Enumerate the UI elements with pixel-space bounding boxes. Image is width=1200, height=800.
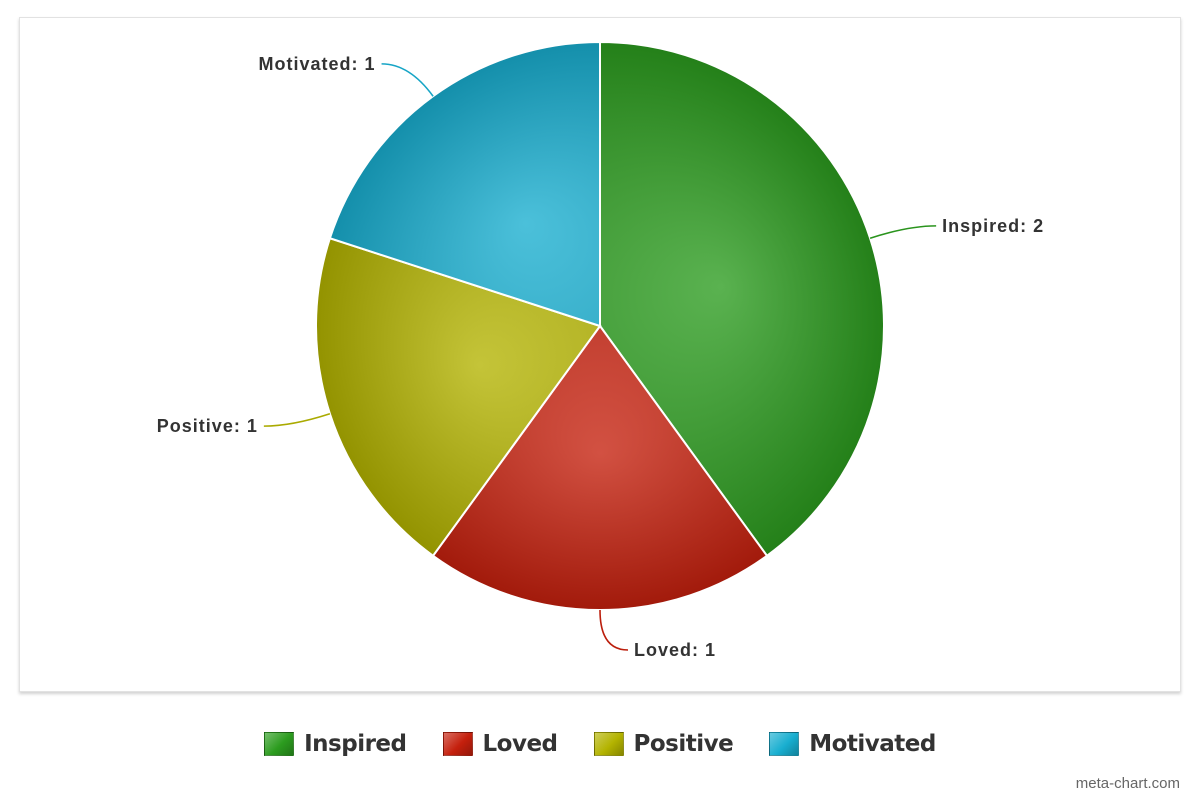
legend-label-positive: Positive [633,731,734,757]
leader-line-loved [599,609,629,651]
slice-label-loved: Loved: 1 [634,640,716,660]
pie-slice-inspired[interactable] [599,40,885,558]
legend-swatch-inspired [264,732,295,756]
pie-chart: Inspired: 2 Loved: 1 Positive: 1 Motivated:… [157,40,1044,660]
slice-labels: Inspired: 2 Loved: 1 Positive: 1 Motivated:… [157,54,1044,660]
slice-label-inspired: Inspired: 2 [942,216,1044,236]
legend-swatch-motivated [769,732,800,756]
watermark: meta-chart.com [1075,775,1180,792]
legend-item-motivated[interactable]: Motivated [769,731,936,757]
leader-line-inspired [869,225,937,239]
slice-label-positive: Positive: 1 [157,416,258,436]
leader-line-positive [263,413,331,427]
legend-swatch-loved [442,732,473,756]
leader-line-motivated [381,63,434,97]
legend-item-loved[interactable]: Loved [442,731,559,757]
slice-label-motivated: Motivated: 1 [259,54,376,74]
legend-item-positive[interactable]: Positive [593,731,734,757]
legend-label-loved: Loved [482,731,559,757]
legend-item-inspired[interactable]: Inspired [264,731,407,757]
legend-label-inspired: Inspired [304,731,407,757]
legend-label-motivated: Motivated [809,731,936,757]
chart-legend: Inspired Loved Positive Motivated [0,726,1200,762]
label-leaders [263,63,937,651]
legend-swatch-positive [593,732,624,756]
pie-slices [315,40,885,611]
